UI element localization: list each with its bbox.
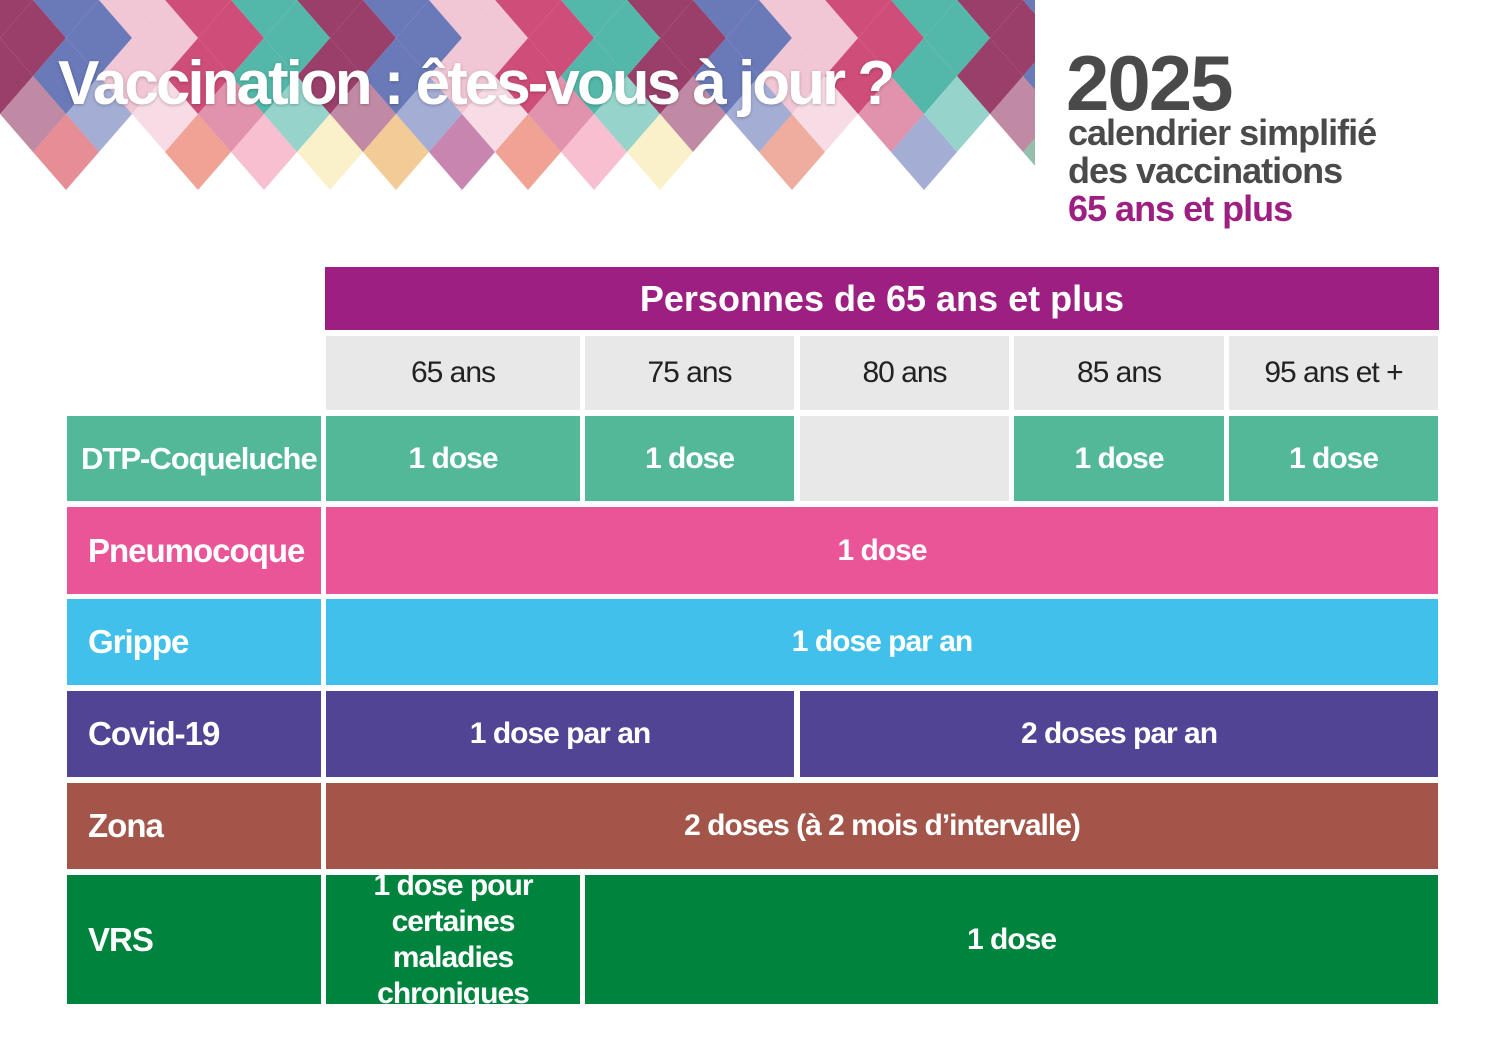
table-cell: 1 dose	[1229, 416, 1438, 501]
mosaic-diamond	[231, 0, 297, 38]
mosaic-diamond	[825, 0, 891, 38]
age-header: 85 ans	[1014, 336, 1224, 410]
mosaic-diamond	[297, 0, 363, 38]
mosaic-diamond	[297, 114, 363, 190]
mosaic-diamond	[891, 114, 957, 190]
table-cell: 1 dose	[585, 416, 794, 501]
mosaic-diamond	[429, 114, 495, 190]
mosaic-diamond	[627, 0, 693, 38]
mosaic-diamond	[759, 0, 825, 38]
table-cell-empty	[800, 416, 1009, 501]
mosaic-diamond	[165, 114, 231, 190]
mosaic-diamond	[1023, 62, 1035, 90]
row-label-zona: Zona	[67, 783, 321, 869]
mosaic-diamond	[693, 0, 759, 38]
row-label-dtp-coqueluche: DTP-Coqueluche	[67, 416, 321, 501]
mosaic-diamond	[33, 0, 99, 38]
mosaic-diamond	[957, 0, 1023, 38]
table-cell: 1 dose par an	[326, 691, 794, 777]
mosaic-diamond	[495, 114, 561, 190]
decorative-mosaic-banner	[0, 0, 1035, 190]
mosaic-diamond	[627, 114, 693, 190]
age-header: 65 ans	[326, 336, 580, 410]
mosaic-diamond	[0, 38, 33, 114]
table-cell: 2 doses par an	[800, 691, 1438, 777]
group-header: Personnes de 65 ans et plus	[325, 267, 1439, 330]
table-cell: 1 dose	[585, 875, 1438, 1004]
mosaic-diamond	[429, 0, 495, 38]
subtitle-line-3: 65 ans et plus	[1068, 188, 1293, 229]
mosaic-diamond	[33, 114, 99, 190]
row-label-pneumocoque: Pneumocoque	[67, 507, 321, 594]
table-cell: 1 dose par an	[326, 599, 1438, 685]
table-cell: 1 dose	[1014, 416, 1224, 501]
subtitle-line-2: des vaccinations	[1068, 150, 1343, 191]
mosaic-diamond	[1023, 138, 1035, 166]
mosaic-diamond	[759, 114, 825, 190]
mosaic-diamond	[363, 0, 429, 38]
age-header: 95 ans et +	[1229, 336, 1438, 410]
mosaic-diamond	[561, 0, 627, 38]
table-cell: 1 dose	[326, 416, 580, 501]
mosaic-diamond	[495, 0, 561, 38]
row-label-covid-19: Covid-19	[67, 691, 321, 777]
mosaic-diamond	[99, 0, 165, 38]
age-header: 75 ans	[585, 336, 794, 410]
mosaic-diamond	[165, 0, 231, 38]
mosaic-diamond	[231, 114, 297, 190]
page-title: Vaccination : êtes-vous à jour ?	[58, 49, 895, 118]
table-cell: 2 doses (à 2 mois d’intervalle)	[326, 783, 1438, 869]
mosaic-diamond	[891, 0, 957, 38]
age-header: 80 ans	[800, 336, 1009, 410]
mosaic-diamond	[561, 114, 627, 190]
table-cell: 1 dose	[326, 507, 1438, 594]
table-cell: 1 dose pour certaines maladies chronique…	[326, 869, 580, 1010]
mosaic-diamond	[363, 114, 429, 190]
mosaic-diamond	[990, 0, 1035, 76]
subtitle-line-1: calendrier simplifié	[1068, 112, 1377, 153]
row-label-grippe: Grippe	[67, 599, 321, 685]
year: 2025	[1066, 39, 1234, 127]
row-label-vrs: VRS	[67, 875, 321, 1004]
mosaic-diamond	[990, 76, 1035, 152]
